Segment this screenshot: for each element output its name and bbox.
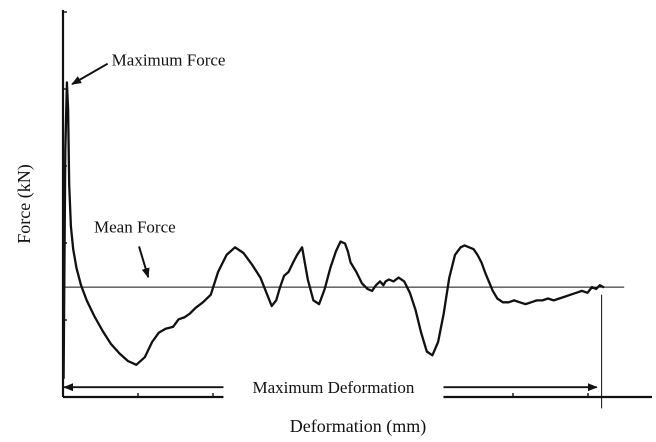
max-force-label: Maximum Force (112, 51, 226, 70)
force-curve-0 (62, 81, 605, 380)
max-deformation-label-background (223, 375, 444, 400)
reference-lines (63, 286, 625, 409)
max-force-arrow (71, 62, 109, 85)
mean-force-label: Mean Force (94, 217, 176, 236)
series-layer (62, 81, 605, 380)
mean-force-arrow (138, 246, 150, 279)
y-axis-title: Force (kN) (14, 164, 35, 243)
x-axis-title: Deformation (mm) (290, 416, 426, 437)
max-deformation-label: Maximum Deformation (252, 378, 414, 397)
annotations: Maximum Force Mean Force Maximum Deforma… (63, 51, 598, 400)
